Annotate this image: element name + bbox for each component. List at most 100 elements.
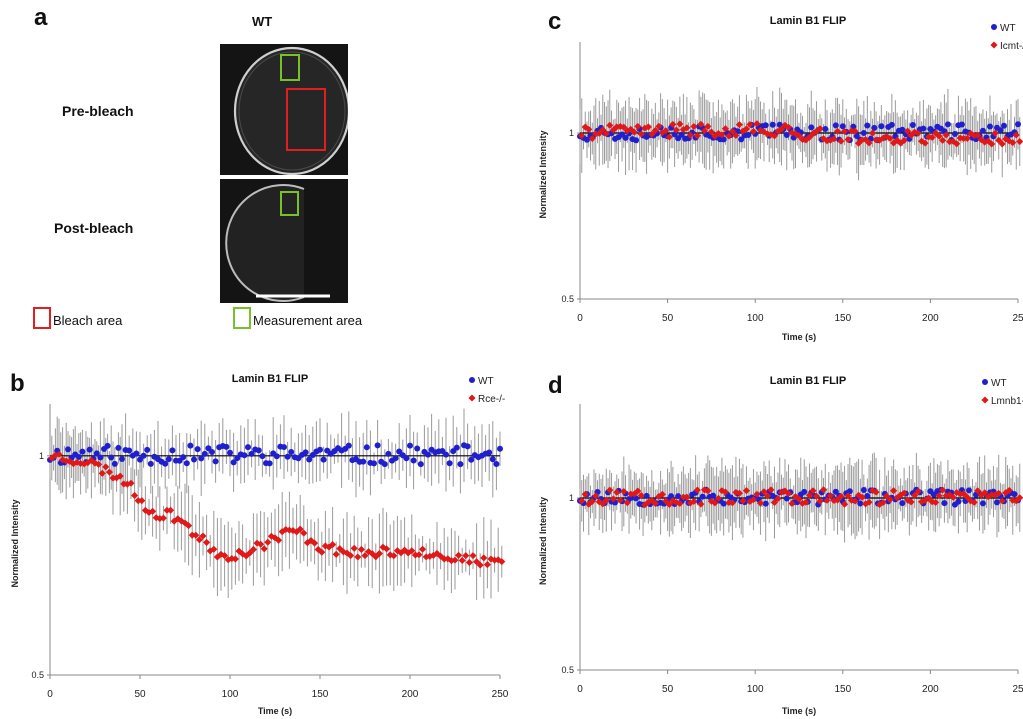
data-point <box>360 458 367 465</box>
data-point <box>498 558 506 566</box>
data-point <box>643 492 650 499</box>
data-point <box>187 442 194 449</box>
data-point <box>767 486 775 494</box>
x-tick-label: 100 <box>747 313 764 324</box>
data-point <box>439 448 446 455</box>
data-point <box>633 137 640 144</box>
data-point <box>697 500 705 508</box>
data-point <box>255 447 262 454</box>
data-point <box>483 561 491 569</box>
measurement-area-legend-label: Measurement area <box>253 313 363 328</box>
data-point <box>827 492 835 500</box>
data-point <box>658 490 666 498</box>
x-tick-label: 25 <box>1012 313 1023 324</box>
data-point <box>234 455 241 462</box>
data-point <box>762 500 769 507</box>
data-point <box>131 491 139 499</box>
bleach-area-legend-label: Bleach area <box>53 313 123 328</box>
data-point <box>662 127 670 135</box>
data-point <box>417 461 424 468</box>
chart-title: Lamin B1 FLIP <box>770 375 846 387</box>
data-point <box>329 541 337 549</box>
data-point <box>374 442 381 449</box>
data-point <box>55 450 63 458</box>
data-point <box>599 500 607 508</box>
data-point <box>822 125 829 132</box>
data-point <box>769 121 776 128</box>
data-point <box>105 468 113 476</box>
data-point <box>606 486 614 494</box>
legend-marker <box>982 379 988 385</box>
legend-marker <box>981 396 989 404</box>
post-bleach-label: Post-bleach <box>54 220 134 236</box>
data-point <box>606 121 614 129</box>
x-tick-label: 0 <box>47 689 53 700</box>
data-point <box>302 449 309 456</box>
data-point <box>407 442 413 449</box>
data-point <box>672 126 680 134</box>
data-point <box>909 121 916 128</box>
pre-bleach-label: Pre-bleach <box>62 103 134 119</box>
data-point <box>347 552 355 560</box>
data-point <box>165 456 172 463</box>
data-point <box>979 500 986 507</box>
data-point <box>320 456 327 463</box>
data-point <box>932 498 940 506</box>
data-point <box>920 125 927 132</box>
data-point <box>860 487 867 494</box>
data-point <box>223 443 230 450</box>
data-point <box>745 131 752 138</box>
data-point <box>451 556 459 564</box>
data-point <box>371 460 377 467</box>
data-point <box>939 136 947 144</box>
panel-d-letter: d <box>548 372 563 399</box>
data-point <box>783 132 790 139</box>
data-point <box>414 445 421 452</box>
post-bleach-nucleus <box>225 184 330 302</box>
data-point <box>993 499 1000 506</box>
data-point <box>592 492 600 500</box>
bleach-roi <box>286 88 326 151</box>
data-point <box>965 487 972 494</box>
data-point <box>749 496 757 504</box>
post-bleach-image <box>220 179 348 303</box>
data-point <box>185 522 193 530</box>
data-point <box>1000 122 1007 129</box>
data-point <box>296 525 304 533</box>
data-point <box>783 495 790 502</box>
data-point <box>137 456 143 463</box>
chart-title: Lamin B1 FLIP <box>232 373 308 385</box>
y-tick-label: 1 <box>569 128 574 138</box>
data-point <box>408 547 416 555</box>
data-point <box>144 446 151 453</box>
data-point <box>390 552 398 560</box>
data-point <box>221 552 229 560</box>
data-point <box>149 507 157 515</box>
y-tick-label: 0.5 <box>561 665 574 675</box>
x-tick-label: 100 <box>222 689 239 700</box>
y-axis-label: Normalized Intensity <box>538 130 548 218</box>
data-point <box>770 498 779 507</box>
data-point <box>1016 494 1023 502</box>
data-point <box>819 486 828 494</box>
data-point <box>979 127 986 134</box>
data-point <box>415 551 423 559</box>
data-point <box>886 134 894 142</box>
data-point <box>630 128 638 136</box>
panel-b-letter: b <box>10 370 25 397</box>
x-tick-label: 200 <box>402 689 419 700</box>
data-point <box>676 499 684 508</box>
data-point <box>465 558 473 566</box>
data-point <box>998 497 1006 505</box>
data-point <box>119 456 125 463</box>
data-point <box>191 456 197 463</box>
data-point <box>871 124 878 131</box>
data-point <box>795 495 803 503</box>
data-point <box>311 539 319 547</box>
data-point <box>914 487 922 495</box>
data-point <box>332 550 340 558</box>
data-point <box>403 455 410 462</box>
data-point <box>288 448 295 455</box>
data-point <box>259 453 266 460</box>
data-point <box>788 499 796 508</box>
